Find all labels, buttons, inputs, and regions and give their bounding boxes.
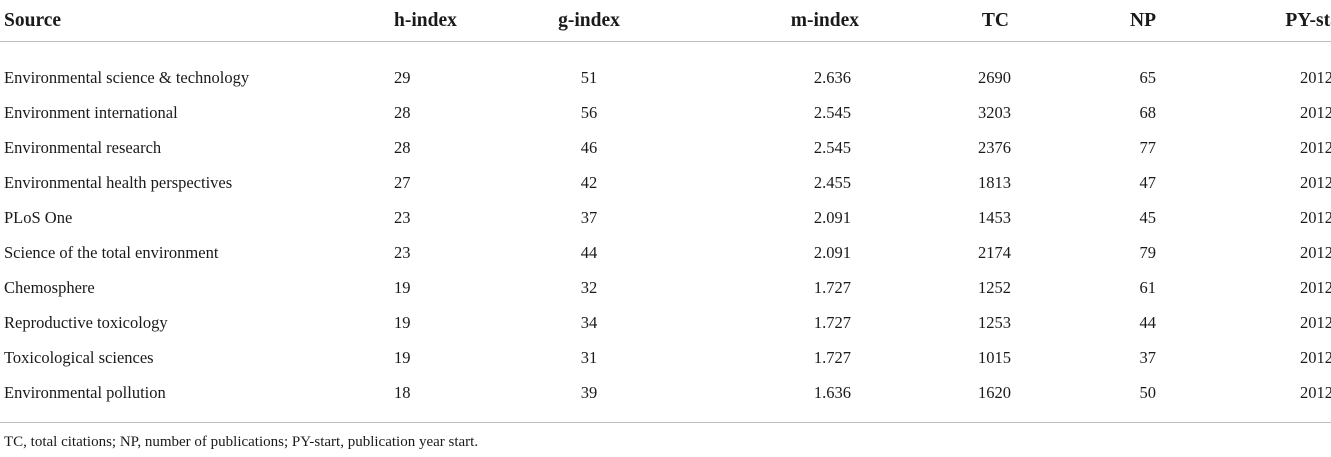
cell-tc: 3203	[978, 102, 1011, 122]
cell-h-index: 23	[394, 207, 411, 227]
table-row: Reproductive toxicology 19 34 1.727 1253…	[0, 305, 1331, 340]
table-row: Environment international 28 56 2.545 32…	[0, 95, 1331, 130]
journal-metrics-table: Source h-index g-index m-index TC NP PY-…	[0, 0, 1331, 411]
cell-source: Environmental science & technology	[4, 67, 250, 87]
table-row: Environmental health perspectives 27 42 …	[0, 165, 1331, 200]
cell-source: PLoS One	[4, 207, 73, 227]
cell-source: Chemosphere	[4, 277, 95, 297]
table-row: Environmental science & technology 29 51…	[0, 42, 1331, 96]
cell-py-start: 2012	[1300, 172, 1331, 192]
cell-h-index: 19	[394, 312, 411, 332]
cell-h-index: 29	[394, 67, 411, 87]
header-h-index: h-index	[394, 0, 509, 42]
header-tc: TC	[859, 0, 1021, 42]
header-source: Source	[0, 0, 394, 42]
cell-h-index: 18	[394, 382, 411, 402]
header-m-index: m-index	[669, 0, 859, 42]
cell-tc: 2174	[978, 242, 1011, 262]
table-body: Environmental science & technology 29 51…	[0, 42, 1331, 411]
cell-g-index: 46	[580, 137, 598, 157]
cell-m-index: 2.455	[813, 172, 851, 192]
cell-tc: 1453	[978, 207, 1011, 227]
cell-g-index: 42	[580, 172, 598, 192]
cell-m-index: 1.727	[813, 347, 851, 367]
cell-g-index: 39	[580, 382, 598, 402]
cell-g-index: 44	[580, 242, 598, 262]
cell-np: 37	[1139, 347, 1157, 367]
cell-g-index: 34	[580, 312, 598, 332]
cell-m-index: 2.091	[813, 242, 851, 262]
cell-tc: 1620	[978, 382, 1011, 402]
table-row: PLoS One 23 37 2.091 1453 45 2012	[0, 200, 1331, 235]
table-bottom-rule	[0, 422, 1331, 423]
cell-tc: 1015	[978, 347, 1011, 367]
cell-h-index: 28	[394, 102, 411, 122]
cell-py-start: 2012	[1300, 347, 1331, 367]
cell-g-index: 31	[580, 347, 598, 367]
cell-h-index: 19	[394, 277, 411, 297]
cell-py-start: 2012	[1300, 207, 1331, 227]
cell-source: Environmental pollution	[4, 382, 166, 402]
cell-h-index: 23	[394, 242, 411, 262]
header-np: NP	[1021, 0, 1164, 42]
cell-m-index: 1.727	[813, 312, 851, 332]
cell-g-index: 32	[580, 277, 598, 297]
cell-g-index: 56	[580, 102, 598, 122]
cell-py-start: 2012	[1300, 137, 1331, 157]
cell-np: 77	[1139, 137, 1157, 157]
cell-tc: 2690	[978, 67, 1011, 87]
cell-h-index: 27	[394, 172, 411, 192]
cell-m-index: 2.636	[813, 67, 851, 87]
cell-h-index: 28	[394, 137, 411, 157]
cell-py-start: 2012	[1300, 67, 1331, 87]
table-header: Source h-index g-index m-index TC NP PY-…	[0, 0, 1331, 42]
header-row: Source h-index g-index m-index TC NP PY-…	[0, 0, 1331, 42]
cell-m-index: 2.091	[813, 207, 851, 227]
cell-tc: 2376	[978, 137, 1011, 157]
cell-np: 61	[1139, 277, 1157, 297]
cell-py-start: 2012	[1300, 102, 1331, 122]
cell-source: Environmental health perspectives	[4, 172, 233, 192]
header-py-start: PY-start	[1164, 0, 1331, 42]
table-footnote: TC, total citations; NP, number of publi…	[4, 434, 479, 450]
cell-m-index: 2.545	[813, 137, 851, 157]
cell-py-start: 2012	[1300, 277, 1331, 297]
cell-source: Environment international	[4, 102, 178, 122]
table-row: Toxicological sciences 19 31 1.727 1015 …	[0, 340, 1331, 375]
journal-metrics-table-container: Source h-index g-index m-index TC NP PY-…	[0, 0, 1331, 411]
cell-np: 68	[1139, 102, 1157, 122]
table-row: Science of the total environment 23 44 2…	[0, 235, 1331, 270]
cell-source: Toxicological sciences	[4, 347, 154, 367]
cell-np: 65	[1139, 67, 1157, 87]
table-row: Environmental research 28 46 2.545 2376 …	[0, 130, 1331, 165]
cell-m-index: 1.636	[813, 382, 851, 402]
cell-py-start: 2012	[1300, 242, 1331, 262]
header-g-index: g-index	[509, 0, 669, 42]
cell-g-index: 51	[580, 67, 598, 87]
cell-np: 50	[1139, 382, 1157, 402]
cell-h-index: 19	[394, 347, 411, 367]
cell-tc: 1813	[978, 172, 1011, 192]
cell-source: Environmental research	[4, 137, 162, 157]
cell-np: 79	[1139, 242, 1157, 262]
cell-g-index: 37	[580, 207, 598, 227]
cell-np: 44	[1139, 312, 1157, 332]
cell-tc: 1252	[978, 277, 1011, 297]
cell-source: Science of the total environment	[4, 242, 219, 262]
cell-m-index: 2.545	[813, 102, 851, 122]
cell-m-index: 1.727	[813, 277, 851, 297]
cell-source: Reproductive toxicology	[4, 312, 168, 332]
cell-py-start: 2012	[1300, 312, 1331, 332]
cell-tc: 1253	[978, 312, 1011, 332]
table-row: Chemosphere 19 32 1.727 1252 61 2012	[0, 270, 1331, 305]
cell-np: 47	[1139, 172, 1157, 192]
table-row: Environmental pollution 18 39 1.636 1620…	[0, 375, 1331, 410]
cell-py-start: 2012	[1300, 382, 1331, 402]
cell-np: 45	[1139, 207, 1157, 227]
